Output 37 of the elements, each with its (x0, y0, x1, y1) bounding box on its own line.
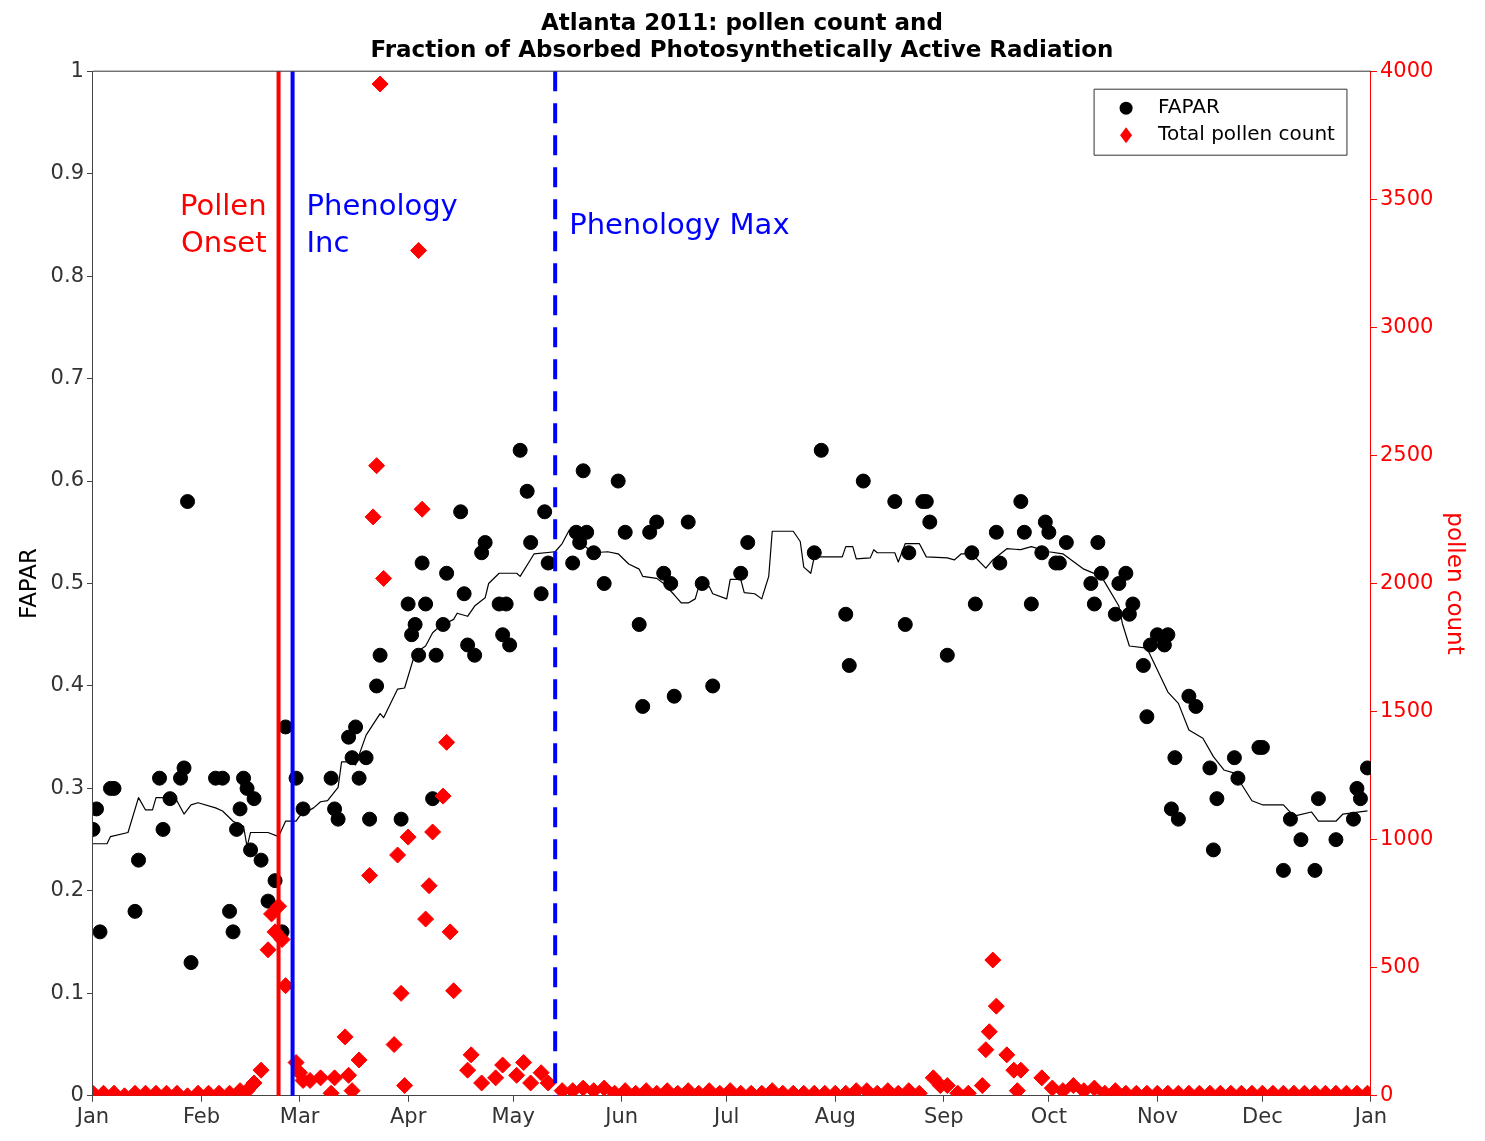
x-tick-label: Feb (182, 1103, 221, 1128)
chart-title: Atlanta 2011: pollen count and Fraction of Absorbed Photosynthetically Active Radiation (370, 8, 1114, 63)
x-tick-label: May (491, 1103, 535, 1128)
y-tick-label: 0.5 (50, 569, 84, 594)
y-tick-label: 1 (70, 57, 84, 82)
y-tick-label: 0.4 (50, 672, 84, 697)
y-tick-label: 0.8 (50, 262, 84, 287)
x-tick-label: Jul (712, 1103, 740, 1128)
y-tick-label: 0.3 (50, 774, 84, 799)
y2-tick-label: 4000 (1379, 57, 1434, 82)
y2-tick-label: 1000 (1379, 826, 1434, 851)
x-tick-label: Sep (924, 1103, 964, 1128)
x-tick-label: Aug (814, 1103, 856, 1128)
y-tick-label: 0.7 (50, 365, 84, 390)
x-tick-label: Mar (279, 1103, 320, 1128)
x-tick-label: Jun (603, 1103, 639, 1128)
y-tick-label: 0.9 (50, 160, 84, 185)
y-tick-label: 0.6 (50, 467, 84, 492)
y2-tick-label: 1500 (1379, 698, 1434, 723)
y-tick-label: 0.1 (50, 979, 84, 1004)
y-axis-title: FAPAR (14, 548, 41, 619)
y2-tick-label: 2000 (1379, 569, 1434, 594)
y2-tick-label: 500 (1379, 954, 1421, 979)
x-tick-label: Dec (1242, 1103, 1283, 1128)
ref-line-label: Phenology Max (569, 206, 790, 241)
legend-label: FAPAR (1158, 94, 1220, 119)
y2-tick-label: 2500 (1379, 441, 1434, 466)
legend-label: Total pollen count (1157, 121, 1336, 146)
ref-line-label: Phenology Inc (306, 187, 458, 259)
x-tick-label: Nov (1136, 1103, 1178, 1128)
y2-tick-label: 3000 (1379, 313, 1434, 338)
ref-line-label: Pollen Onset (180, 187, 267, 259)
y2-tick-label: 3500 (1379, 185, 1434, 210)
y-tick-label: 0.2 (50, 877, 84, 902)
x-tick-label: Apr (389, 1103, 427, 1128)
x-tick-label: Oct (1030, 1103, 1067, 1128)
y2-axis-title: pollen count (1443, 512, 1470, 655)
